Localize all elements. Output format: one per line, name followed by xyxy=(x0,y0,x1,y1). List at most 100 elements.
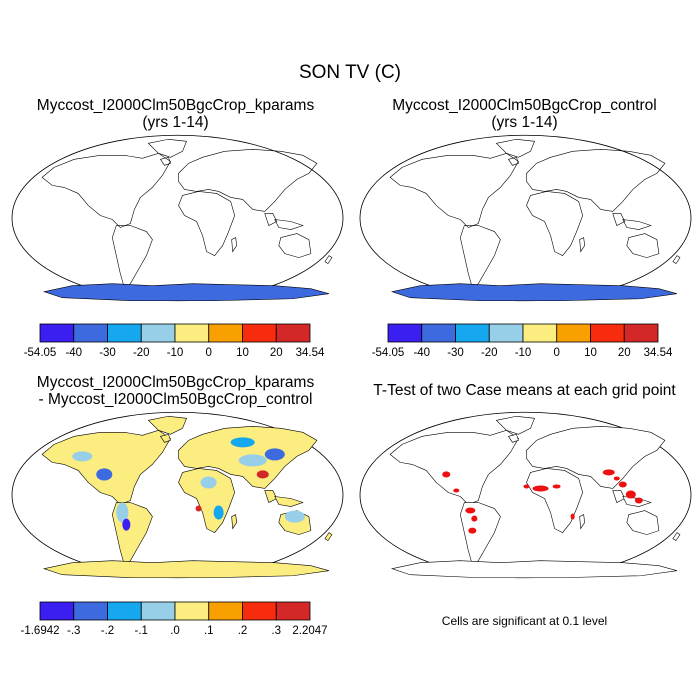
difference-anomaly xyxy=(238,454,267,467)
panel-1-title-line2: (yrs 1-14) xyxy=(142,114,209,131)
significant-cell xyxy=(625,490,636,499)
colorbar-swatch xyxy=(455,323,490,343)
colorbar-swatch xyxy=(242,601,277,621)
colorbar-swatch xyxy=(208,601,243,621)
colorbar-swatch xyxy=(174,601,210,621)
difference-anomaly xyxy=(72,451,93,462)
antarctica xyxy=(43,283,330,302)
panel-1-map xyxy=(11,134,344,302)
difference-anomaly xyxy=(284,510,305,523)
colorbar-swatch xyxy=(107,323,142,343)
colorbar-swatch xyxy=(39,323,75,343)
colorbar-label: -.1 xyxy=(135,625,148,637)
panel-2-colorbar: -54.05 -40 -30 -20 -10 0 10 20 34.54 xyxy=(372,323,673,359)
panel-4-land xyxy=(389,415,681,579)
colorbar-label: .1 xyxy=(204,625,214,637)
panel-4-map xyxy=(359,411,692,579)
colorbar-label: .2 xyxy=(238,625,248,637)
panel-3-map xyxy=(11,411,344,579)
significant-cell xyxy=(453,488,460,493)
colorbar-swatch xyxy=(623,323,659,343)
difference-anomaly xyxy=(122,518,131,531)
colorbar-swatch xyxy=(522,323,558,343)
panel-1-title: Myccost_I2000Clm50BgcCrop_kparams (yrs 1… xyxy=(8,97,343,131)
colorbar-swatch xyxy=(174,323,210,343)
significant-cell xyxy=(471,515,478,522)
colorbar-label: .0 xyxy=(170,625,180,637)
difference-anomaly xyxy=(200,476,217,489)
colorbar-label: 34.54 xyxy=(644,347,673,359)
colorbar-label: 34.54 xyxy=(296,347,325,359)
colorbar-label: 10 xyxy=(584,347,597,359)
colorbar-swatch xyxy=(73,323,108,343)
panel-2-map xyxy=(359,134,692,302)
colorbar-swatch xyxy=(140,323,176,343)
colorbar-label: 10 xyxy=(236,347,249,359)
panel-4-title: T-Test of two Case means at each grid po… xyxy=(373,382,676,399)
significant-cell xyxy=(613,476,620,481)
significant-cell xyxy=(468,527,477,534)
colorbar-label: -20 xyxy=(481,347,498,359)
difference-anomaly xyxy=(264,448,285,461)
antarctica xyxy=(43,560,330,579)
difference-anomaly xyxy=(195,505,202,512)
panel-2-title-line2: (yrs 1-14) xyxy=(491,114,558,131)
panel-3-title-line1: Myccost_I2000Clm50BgcCrop_kparams xyxy=(36,374,315,391)
difference-anomaly xyxy=(96,468,113,481)
colorbar-label: .3 xyxy=(271,625,281,637)
significance-note: Cells are significant at 0.1 level xyxy=(441,614,608,628)
panel-2-title: Myccost_I2000Clm50BgcCrop_control (yrs 1… xyxy=(357,97,692,131)
colorbar-swatch xyxy=(556,323,591,343)
colorbar-label: 20 xyxy=(270,347,283,359)
main-title: SON TV (C) xyxy=(298,62,402,83)
colorbar-label: -40 xyxy=(65,347,82,359)
significant-cell xyxy=(552,484,561,489)
panel-3-title: Myccost_I2000Clm50BgcCrop_kparams - Mycc… xyxy=(8,374,343,408)
significant-cell xyxy=(570,513,575,520)
antarctica xyxy=(391,560,678,579)
map-frame xyxy=(359,134,692,302)
colorbar-swatch xyxy=(73,601,108,621)
colorbar-label: 0 xyxy=(206,347,212,359)
colorbar-label: -54.05 xyxy=(24,347,57,359)
colorbar-label: -20 xyxy=(133,347,150,359)
colorbar-label: -54.05 xyxy=(372,347,405,359)
panel-1-title-line1: Myccost_I2000Clm50BgcCrop_kparams xyxy=(36,97,315,114)
colorbar-label: -30 xyxy=(99,347,116,359)
panel-2-title-line1: Myccost_I2000Clm50BgcCrop_control xyxy=(392,97,657,114)
colorbar-swatch xyxy=(387,323,423,343)
map-frame xyxy=(11,134,344,302)
difference-anomaly xyxy=(256,470,269,479)
panel-3-title-line2: - Myccost_I2000Clm50BgcCrop_control xyxy=(38,391,313,408)
colorbar-swatch xyxy=(275,601,311,621)
panel-3-land xyxy=(41,415,333,579)
colorbar-label: -30 xyxy=(447,347,464,359)
colorbar-swatch xyxy=(488,323,524,343)
significant-cell xyxy=(532,485,549,492)
colorbar-label: -10 xyxy=(167,347,184,359)
colorbar-label: -.3 xyxy=(67,625,80,637)
colorbar-swatch xyxy=(242,323,277,343)
colorbar-swatch xyxy=(140,601,176,621)
significant-cell xyxy=(634,497,643,504)
antarctica xyxy=(391,283,678,302)
colorbar-label: -1.6942 xyxy=(20,625,59,637)
colorbar-label: -10 xyxy=(515,347,532,359)
significant-cell xyxy=(442,471,451,478)
colorbar-label: 0 xyxy=(554,347,560,359)
significant-cell xyxy=(523,484,530,489)
significant-cell xyxy=(618,481,627,488)
colorbar-label: 20 xyxy=(618,347,631,359)
colorbar-swatch xyxy=(590,323,625,343)
difference-anomaly xyxy=(230,437,255,448)
colorbar-swatch xyxy=(275,323,311,343)
colorbar-label: -40 xyxy=(413,347,430,359)
panel-3-colorbar: -1.6942 -.3 -.2 -.1 .0 .1 .2 .3 2.2047 xyxy=(20,601,328,637)
panel-1-colorbar: -54.05 -40 -30 -20 -10 0 10 20 34.54 xyxy=(24,323,325,359)
significant-cell xyxy=(602,469,615,476)
difference-anomaly xyxy=(213,505,224,520)
difference-anomaly xyxy=(116,502,129,523)
colorbar-label: -.2 xyxy=(101,625,114,637)
colorbar-label: 2.2047 xyxy=(292,625,327,637)
colorbar-swatch xyxy=(39,601,75,621)
